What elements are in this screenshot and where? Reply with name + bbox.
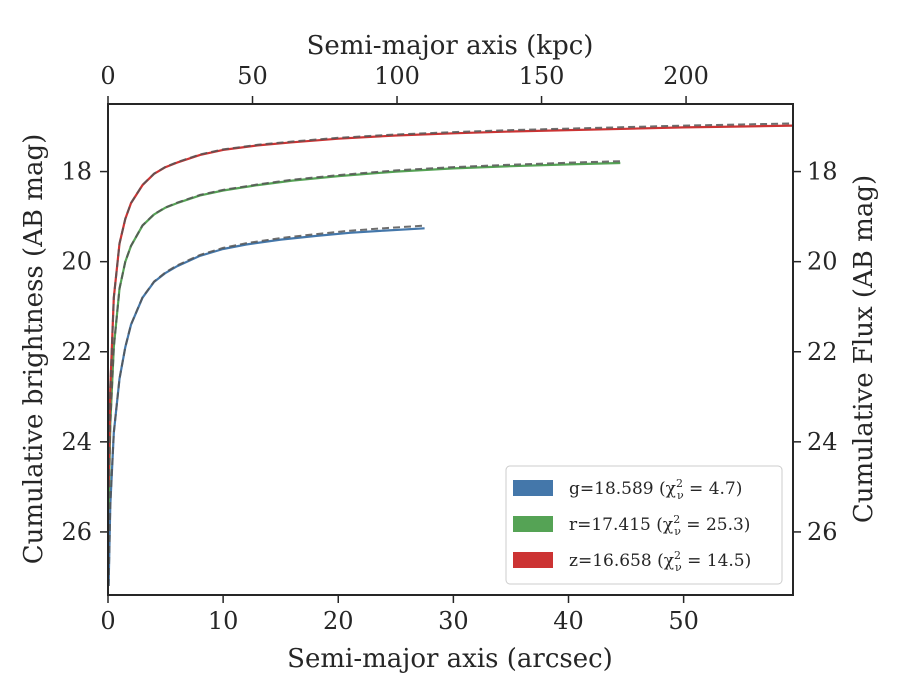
y2-tick-label: 26 [807, 518, 838, 546]
legend-label-3: z=16.658 (χ2 ν = 14.5) [569, 549, 751, 574]
series-fit-1 [107, 224, 425, 587]
curves-layer [107, 122, 794, 587]
y2-tick-label: 22 [807, 338, 838, 366]
x2-axis-title: Semi-major axis (kpc) [307, 31, 594, 61]
y-tick-label: 22 [61, 338, 92, 366]
y2-tick-label: 20 [807, 248, 838, 276]
legend-swatch-1 [513, 480, 553, 496]
legend-swatch-2 [513, 516, 553, 532]
y-tick-label: 20 [61, 248, 92, 276]
x2-tick-label: 50 [237, 62, 268, 90]
x2-tick-label: 0 [100, 62, 115, 90]
y-axis-title: Cumulative brightness (AB mag) [19, 134, 49, 565]
series-line-2 [107, 161, 621, 510]
x-tick-label: 40 [553, 607, 584, 635]
y2-tick-label: 24 [807, 428, 838, 456]
x2-tick-label: 100 [374, 62, 420, 90]
series-line-3 [107, 124, 794, 487]
legend-swatch-3 [513, 552, 553, 568]
series-fit-2 [107, 160, 621, 510]
plot-frame [107, 103, 794, 596]
y2-tick-label: 18 [807, 158, 838, 186]
series-line-1 [107, 227, 425, 587]
legend-label-1: g=18.589 (χ2 ν = 4.7) [569, 477, 742, 502]
x-tick-label: 30 [438, 607, 469, 635]
x-tick-label: 10 [208, 607, 239, 635]
x-tick-label: 20 [323, 607, 354, 635]
y-tick-label: 26 [61, 518, 92, 546]
x-axis-title: Semi-major axis (arcsec) [287, 644, 613, 674]
legend-box [505, 465, 783, 585]
x-tick-label: 50 [668, 607, 699, 635]
x2-tick-label: 200 [663, 62, 709, 90]
legend: g=18.589 (χ2 ν = 4.7) r=17.415 (χ2 ν = 25.3… [505, 465, 783, 585]
y-tick-label: 18 [61, 158, 92, 186]
series-fit-3 [107, 122, 794, 487]
x-tick-label: 0 [100, 607, 115, 635]
legend-label-2: r=17.415 (χ2 ν = 25.3) [569, 513, 750, 538]
y-tick-label: 24 [61, 428, 92, 456]
y2-axis-title: Cumulative Flux (AB mag) [849, 175, 879, 523]
ticks-layer: 0 10 20 30 40 50 0 50 100 150 200 18 18 20 20 22 22 24 24 2… [61, 62, 837, 635]
x2-tick-label: 150 [519, 62, 565, 90]
